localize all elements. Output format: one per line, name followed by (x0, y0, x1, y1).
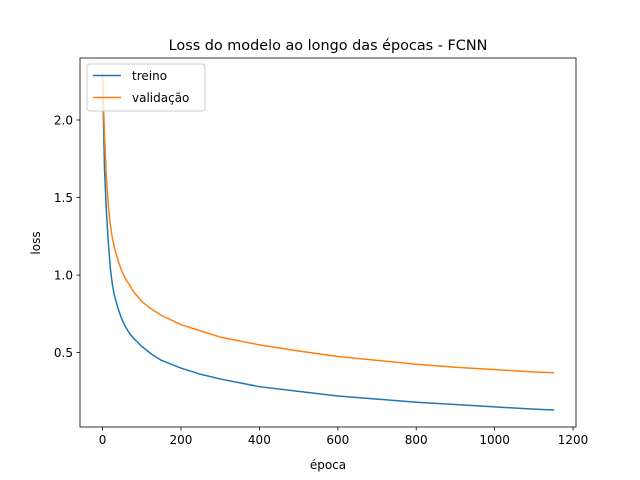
x-tick-label: 1000 (479, 433, 510, 447)
plot-area-frame (79, 57, 577, 428)
y-tick-label: 0.5 (54, 346, 73, 360)
series-line-1 (101, 72, 555, 374)
plot-lines (101, 72, 555, 411)
y-tick-label: 2.0 (54, 114, 73, 128)
x-tick-label: 0 (99, 433, 107, 447)
legend-label-validacao: validação (132, 91, 189, 105)
series-line-0 (101, 75, 555, 411)
legend-label-treino: treino (132, 69, 167, 83)
legend: treino validação (86, 63, 206, 112)
x-tick-label: 1200 (558, 433, 589, 447)
x-axis-label: época (310, 458, 346, 472)
chart-title: Loss do modelo ao longo das épocas - FCN… (169, 38, 488, 54)
x-tick-label: 200 (170, 433, 193, 447)
x-tick-label: 400 (248, 433, 271, 447)
ticks: 0 200 400 600 800 1000 1200 0.5 1.0 1.5 2.0 (54, 114, 588, 447)
axes (79, 57, 577, 428)
x-tick-label: 800 (405, 433, 428, 447)
y-tick-label: 1.0 (54, 269, 73, 283)
y-tick-label: 1.5 (54, 191, 73, 205)
x-tick-label: 600 (326, 433, 349, 447)
y-axis-label: loss (29, 231, 43, 254)
